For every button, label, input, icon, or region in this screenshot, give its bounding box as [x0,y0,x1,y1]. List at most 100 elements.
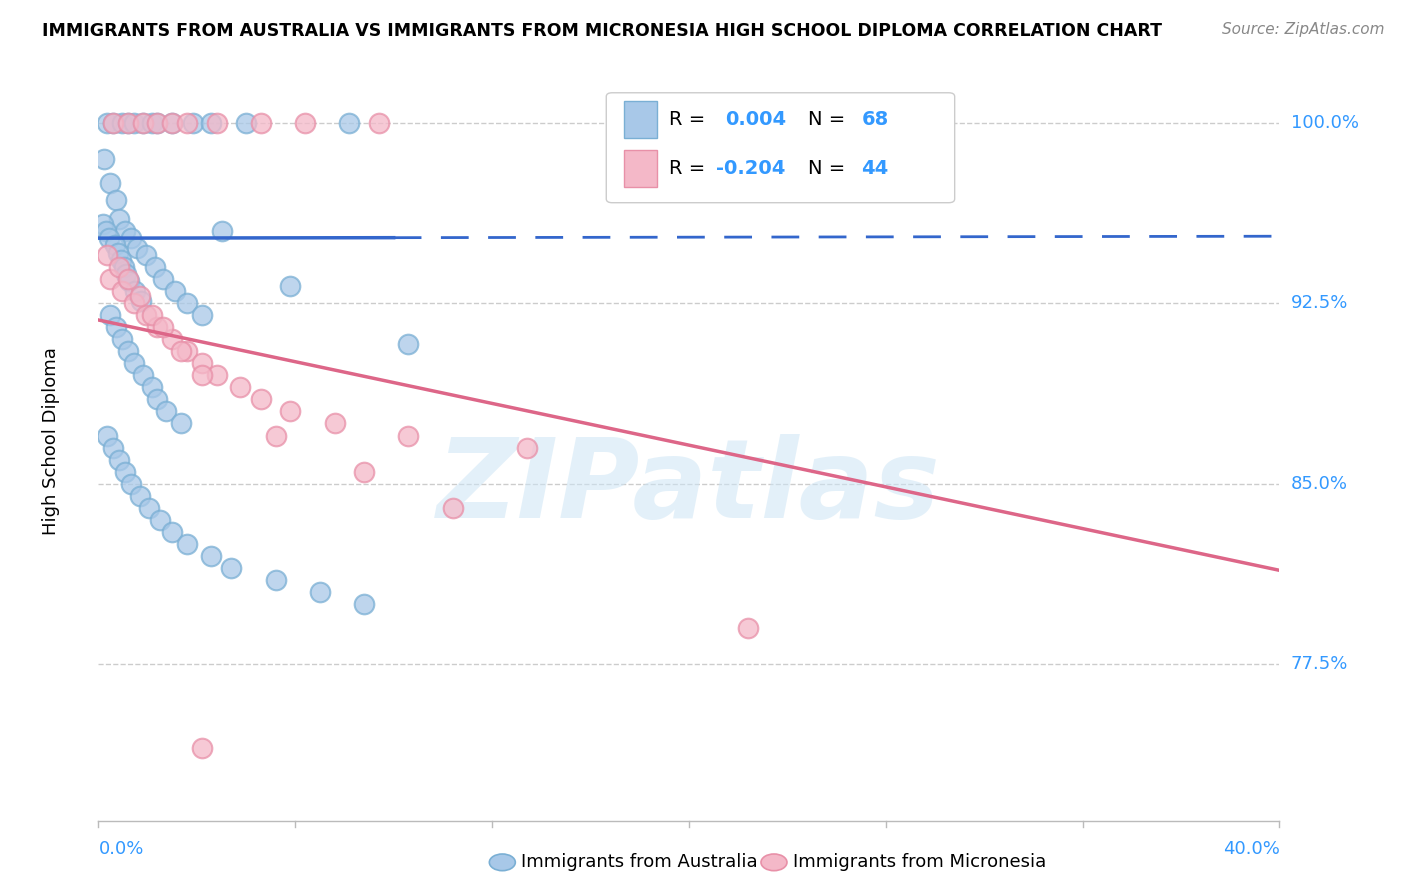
Point [108,260,131,274]
Text: 0.0%: 0.0% [98,839,143,857]
Point [108,452,131,467]
Point [170,344,193,359]
Text: N =: N = [808,159,852,178]
Point [125,241,148,255]
Point [124,284,146,298]
Point [97,231,120,245]
Point [146,392,169,407]
Point [141,380,163,394]
Point [398,337,420,351]
Point [339,115,361,129]
Text: -0.204: -0.204 [716,159,786,178]
Point [205,368,228,383]
Point [105,193,128,207]
Point [132,368,155,383]
Text: 77.5%: 77.5% [1291,656,1348,673]
Point [191,308,214,322]
Point [176,296,198,310]
Point [200,549,222,563]
Point [152,320,174,334]
Text: 44: 44 [862,159,889,178]
Point [120,231,142,245]
Point [135,248,157,262]
Point [191,356,214,370]
Point [117,115,139,129]
Text: Source: ZipAtlas.com: Source: ZipAtlas.com [1222,22,1385,37]
Text: N =: N = [808,110,852,128]
Point [91,217,114,231]
Point [146,115,169,129]
Point [96,248,118,262]
Point [176,537,198,551]
Point [250,392,273,407]
Point [103,115,125,129]
Point [112,260,135,274]
Bar [624,101,657,137]
Point [162,524,183,539]
Point [191,741,214,756]
Point [176,344,198,359]
Text: 0.004: 0.004 [725,110,787,128]
Point [149,513,172,527]
Point [280,404,302,418]
Point [120,476,142,491]
Point [128,489,150,503]
Point [111,284,134,298]
Circle shape [489,854,516,871]
Point [235,115,257,129]
Point [138,500,160,515]
Point [117,344,139,359]
Point [229,380,252,394]
Point [117,115,139,129]
Circle shape [761,854,787,871]
Point [104,238,127,252]
Point [221,561,243,575]
Point [165,284,187,298]
Point [108,211,131,226]
Point [353,465,375,479]
Point [98,308,121,322]
Point [737,621,759,635]
Point [107,245,129,260]
Text: Immigrants from Micronesia: Immigrants from Micronesia [793,854,1046,871]
Point [250,115,273,129]
Point [162,332,183,346]
Point [132,115,155,129]
Point [441,500,464,515]
Text: 100.0%: 100.0% [1291,113,1358,132]
Point [162,115,183,129]
Point [191,368,214,383]
Text: 92.5%: 92.5% [1291,294,1348,312]
Text: R =: R = [669,159,711,178]
Point [170,417,193,431]
Point [323,417,346,431]
Text: Immigrants from Australia: Immigrants from Australia [522,854,758,871]
Text: IMMIGRANTS FROM AUSTRALIA VS IMMIGRANTS FROM MICRONESIA HIGH SCHOOL DIPLOMA CORR: IMMIGRANTS FROM AUSTRALIA VS IMMIGRANTS … [42,22,1163,40]
Point [141,115,163,129]
Text: 68: 68 [862,110,889,128]
Point [96,428,118,442]
Point [353,597,375,611]
Text: 40.0%: 40.0% [1223,839,1279,857]
Point [96,115,118,129]
Point [162,115,183,129]
Point [122,296,145,310]
Point [114,465,136,479]
Point [94,224,117,238]
Text: ZIPatlas: ZIPatlas [437,434,941,541]
Point [516,441,538,455]
Point [200,115,222,129]
Point [111,115,134,129]
Point [155,404,177,418]
Point [98,272,121,286]
Point [111,332,134,346]
Point [398,428,420,442]
Point [368,115,391,129]
Point [129,293,152,308]
FancyBboxPatch shape [606,93,955,202]
Point [132,115,155,129]
Point [264,573,287,587]
Point [122,356,145,370]
Text: 85.0%: 85.0% [1291,475,1347,492]
Point [118,275,141,289]
